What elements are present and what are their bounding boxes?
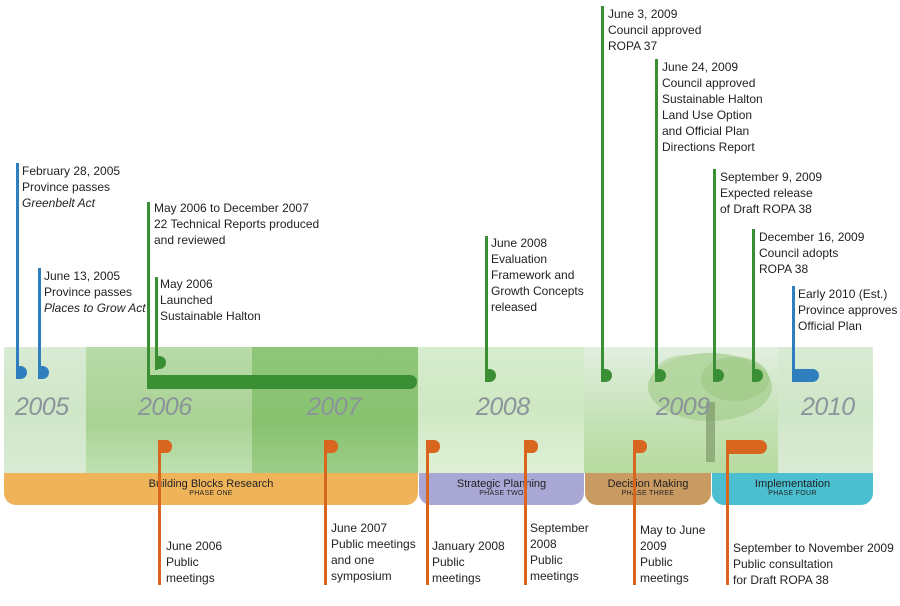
meeting-stem-september-2008 xyxy=(524,440,527,585)
event-stem-draft-ropa38 xyxy=(713,169,716,382)
event-pin-launched xyxy=(155,356,166,369)
public-consultation-ropa38: September to November 2009 Public consul… xyxy=(733,541,894,587)
event-stem-council-adopts xyxy=(752,229,755,382)
event-pin-evaluation xyxy=(485,369,496,382)
event-official-plan-text: Province approves Official Plan xyxy=(798,303,898,333)
meeting-september-2008: September 2008 Public meetings xyxy=(530,521,589,583)
phase-four-number: PHASE FOUR xyxy=(768,490,817,497)
phase-three-name: Decision Making xyxy=(607,478,689,490)
event-draft-ropa38-text: Expected release of Draft ROPA 38 xyxy=(720,186,813,216)
phase-four-bar: Implementation PHASE FOUR xyxy=(712,473,873,505)
phase-two-name: Strategic Planning xyxy=(456,478,547,490)
event-pin-official-plan xyxy=(792,369,819,382)
event-stem-evaluation xyxy=(485,236,488,382)
event-official-plan: Early 2010 (Est.) Province approves Offi… xyxy=(798,286,897,334)
event-stem-land-use xyxy=(655,59,658,382)
event-places-to-grow-act: Places to Grow Act xyxy=(44,301,146,315)
meeting-flag-june-2006 xyxy=(158,440,172,453)
event-pin-land-use xyxy=(655,369,666,382)
year-label-2008: 2008 xyxy=(476,393,530,421)
year-label-2010: 2010 xyxy=(801,393,855,421)
meeting-flag-september-2008 xyxy=(524,440,538,453)
event-evaluation-date: June 2008 xyxy=(491,236,548,250)
event-pin-ropa37 xyxy=(601,369,612,382)
event-greenbelt-date: February 28, 2005 xyxy=(22,164,121,178)
phase-three-bar: Decision Making PHASE THREE xyxy=(585,473,711,505)
meeting-stem-june-2007 xyxy=(324,440,327,585)
meeting-may-june-2009: May to June 2009 Public meetings xyxy=(640,523,706,585)
phase-one-name: Building Blocks Research xyxy=(148,478,274,490)
phase-two-number: PHASE TWO xyxy=(479,490,524,497)
event-pin-greenbelt xyxy=(16,366,27,379)
event-pin-places-to-grow xyxy=(38,366,49,379)
event-technical-reports: May 2006 to December 2007 22 Technical R… xyxy=(154,200,319,248)
technical-reports-duration-bar xyxy=(147,375,417,389)
event-council-adopts: December 16, 2009 Council adopts ROPA 38 xyxy=(759,229,864,277)
tree-illustration xyxy=(648,353,772,462)
event-stem-places-to-grow xyxy=(38,268,41,379)
meeting-june-2006: June 2006 Public meetings xyxy=(166,539,223,585)
event-stem-technical-reports xyxy=(147,202,150,389)
year-label-2009: 2009 xyxy=(656,393,710,421)
year-label-2007: 2007 xyxy=(307,393,361,421)
phase-one-bar: Building Blocks Research PHASE ONE xyxy=(4,473,418,505)
event-official-plan-date: Early 2010 (Est.) xyxy=(798,287,888,301)
phase-two-bar: Strategic Planning PHASE TWO xyxy=(419,473,584,505)
meeting-flag-may-june-2009 xyxy=(633,440,647,453)
meeting-june-2007: June 2007 Public meetings and one sympos… xyxy=(331,521,416,583)
meeting-flag-june-2007 xyxy=(324,440,338,453)
consultation-stem xyxy=(726,440,729,585)
event-draft-ropa38-date: September 9, 2009 xyxy=(720,170,823,184)
meeting-stem-june-2006 xyxy=(158,440,161,585)
year-label-2005: 2005 xyxy=(15,393,69,421)
event-greenbelt-line2: Province passes xyxy=(22,180,111,194)
event-technical-reports-date: May 2006 to December 2007 xyxy=(154,201,309,215)
event-ropa37-text: Council approved ROPA 37 xyxy=(608,23,702,53)
event-pin-council-adopts xyxy=(752,369,763,382)
event-stem-official-plan xyxy=(792,286,795,382)
event-technical-reports-text: 22 Technical Reports produced and review… xyxy=(154,217,320,247)
event-evaluation: June 2008 Evaluation Framework and Growt… xyxy=(491,235,584,315)
event-council-adopts-text: Council adopts ROPA 38 xyxy=(759,246,839,276)
event-land-use: June 24, 2009 Council approved Sustainab… xyxy=(662,59,763,155)
event-evaluation-text: Evaluation Framework and Growth Concepts… xyxy=(491,252,584,314)
event-stem-launched xyxy=(155,277,158,370)
phase-three-number: PHASE THREE xyxy=(621,490,675,497)
meeting-stem-january-2008 xyxy=(426,440,429,585)
event-places-to-grow-date: June 13, 2005 xyxy=(44,269,121,283)
event-ropa37-date: June 3, 2009 xyxy=(608,7,678,21)
event-stem-ropa37 xyxy=(601,6,604,382)
event-draft-ropa38: September 9, 2009 Expected release of Dr… xyxy=(720,169,822,217)
phase-one-number: PHASE ONE xyxy=(189,490,233,497)
event-places-to-grow: June 13, 2005 Province passes Places to … xyxy=(44,268,146,316)
event-places-to-grow-line2: Province passes xyxy=(44,285,133,299)
event-land-use-text: Council approved Sustainable Halton Land… xyxy=(662,76,763,154)
event-launched-date: May 2006 xyxy=(160,277,213,291)
phase-four-name: Implementation xyxy=(754,478,831,490)
consultation-duration-flag xyxy=(726,440,767,454)
event-ropa37: June 3, 2009 Council approved ROPA 37 xyxy=(608,6,701,54)
event-launched: May 2006 Launched Sustainable Halton xyxy=(160,276,261,324)
meeting-flag-january-2008 xyxy=(426,440,440,453)
meeting-stem-may-june-2009 xyxy=(633,440,636,585)
event-greenbelt: February 28, 2005 Province passes Greenb… xyxy=(22,163,120,211)
event-greenbelt-act: Greenbelt Act xyxy=(22,196,95,210)
band-2008 xyxy=(418,347,584,473)
year-label-2006: 2006 xyxy=(138,393,192,421)
meeting-january-2008: January 2008 Public meetings xyxy=(432,539,505,585)
event-stem-greenbelt xyxy=(16,163,19,379)
event-pin-draft-ropa38 xyxy=(713,369,724,382)
event-land-use-date: June 24, 2009 xyxy=(662,60,739,74)
event-launched-text: Launched Sustainable Halton xyxy=(160,293,261,323)
event-council-adopts-date: December 16, 2009 xyxy=(759,230,865,244)
